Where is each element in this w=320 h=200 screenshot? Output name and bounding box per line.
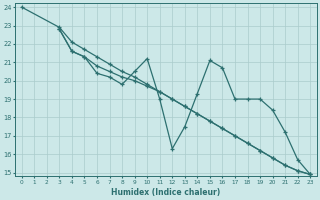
X-axis label: Humidex (Indice chaleur): Humidex (Indice chaleur) [111, 188, 220, 197]
